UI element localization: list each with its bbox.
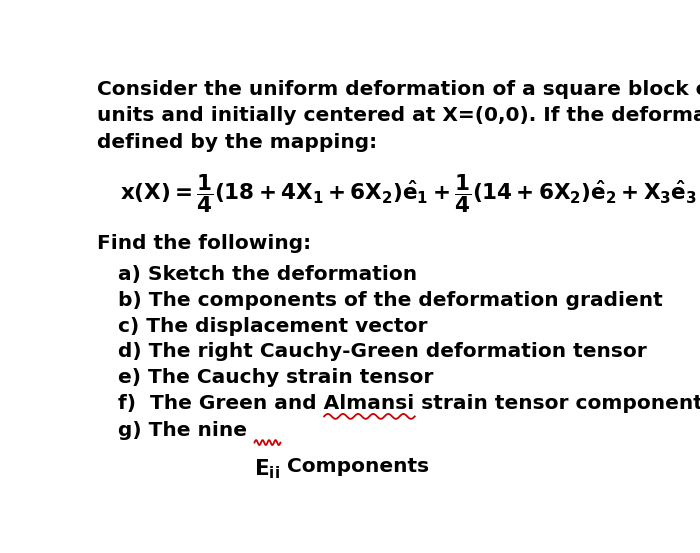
Text: Components: Components <box>281 457 430 476</box>
Text: Find the following:: Find the following: <box>97 234 311 253</box>
Text: a) Sketch the deformation: a) Sketch the deformation <box>118 265 418 284</box>
Text: $\mathbf{x(X) = \dfrac{1}{4}(18 + 4X_1 + 6X_2)\hat{e}_1 + \dfrac{1}{4}(14 + 6X_2: $\mathbf{x(X) = \dfrac{1}{4}(18 + 4X_1 +… <box>120 173 697 215</box>
Text: g) The nine: g) The nine <box>118 421 255 440</box>
Text: $\mathbf{E_{ii}}$: $\mathbf{E_{ii}}$ <box>255 457 281 481</box>
Text: b) The components of the deformation gradient: b) The components of the deformation gra… <box>118 291 664 310</box>
Text: e) The Cauchy strain tensor: e) The Cauchy strain tensor <box>118 368 434 387</box>
Text: f)  The Green and Almansi strain tensor components: f) The Green and Almansi strain tensor c… <box>118 394 700 414</box>
Text: d) The right Cauchy-Green deformation tensor: d) The right Cauchy-Green deformation te… <box>118 342 648 361</box>
Text: c) The displacement vector: c) The displacement vector <box>118 317 428 336</box>
Text: Consider the uniform deformation of a square block of side 2: Consider the uniform deformation of a sq… <box>97 80 700 99</box>
Text: defined by the mapping:: defined by the mapping: <box>97 133 377 152</box>
Text: units and initially centered at X=(0,0). If the deformation is: units and initially centered at X=(0,0).… <box>97 106 700 126</box>
